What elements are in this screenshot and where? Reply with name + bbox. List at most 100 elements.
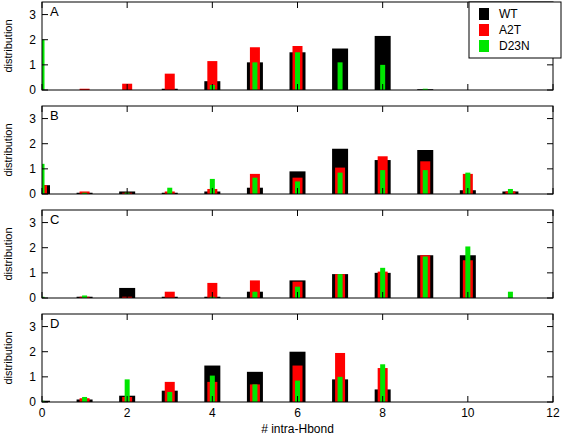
y-tick-label: 3 [29, 112, 36, 126]
x-tick [212, 396, 213, 402]
x-tick [42, 2, 43, 8]
bar [247, 292, 263, 298]
x-tick [553, 314, 554, 320]
x-tick-label: 10 [461, 406, 475, 420]
x-tick [553, 396, 554, 402]
x-tick [297, 210, 298, 216]
bar [42, 298, 47, 299]
x-tick [297, 314, 298, 320]
x-tick-label: 0 [39, 406, 46, 420]
bar [207, 189, 217, 194]
bar [335, 274, 345, 298]
legend-swatch [479, 8, 489, 20]
x-tick [297, 84, 298, 90]
bars [42, 246, 513, 298]
background [0, 0, 565, 438]
x-tick [212, 292, 213, 298]
bar [42, 402, 47, 403]
bar [293, 366, 303, 402]
legend-box [469, 2, 561, 58]
x-tick [297, 106, 298, 112]
bar [122, 84, 132, 90]
bar [42, 90, 47, 91]
y-tick-label: 3 [29, 8, 36, 22]
bar [295, 181, 300, 194]
x-tick [553, 106, 554, 112]
y-tick [42, 64, 48, 65]
bar [338, 274, 343, 298]
x-tick [382, 2, 383, 8]
bar [293, 46, 303, 90]
y-tick [42, 247, 48, 248]
y-tick [42, 168, 48, 169]
y-tick-label: 3 [29, 216, 36, 230]
bar [420, 161, 430, 194]
y-tick [42, 376, 48, 377]
y-tick [547, 272, 553, 273]
bar [420, 255, 430, 298]
bar [290, 280, 306, 298]
x-tick [467, 2, 468, 8]
frame [42, 106, 553, 194]
panel: 0246810120123Ddistribution# intra-Hbond [2, 314, 560, 436]
y-tick-label: 1 [29, 370, 36, 384]
bar [252, 62, 257, 90]
x-tick-label: 4 [209, 406, 216, 420]
y-tick-label: 2 [29, 33, 36, 47]
x-tick [553, 84, 554, 90]
bar [332, 149, 348, 194]
bar [378, 156, 388, 194]
bar [162, 391, 178, 402]
x-tick-label: 2 [124, 406, 131, 420]
y-tick [42, 298, 48, 299]
x-tick-label: 12 [546, 406, 560, 420]
legend-label: A2T [499, 23, 522, 37]
y-tick-label: 0 [29, 83, 36, 97]
y-tick [547, 247, 553, 248]
bar [204, 366, 220, 402]
bar [290, 171, 306, 194]
x-tick [467, 314, 468, 320]
y-tick-label: 1 [29, 266, 36, 280]
x-tick [212, 106, 213, 112]
legend-label: WT [499, 7, 518, 21]
x-tick [42, 188, 43, 194]
x-tick [127, 2, 128, 8]
panel-label: C [50, 212, 59, 227]
bar [295, 52, 300, 90]
frame [42, 210, 553, 298]
bars [42, 352, 391, 402]
bar [417, 150, 433, 194]
y-tick-label: 3 [29, 320, 36, 334]
bar [417, 255, 433, 298]
x-tick [553, 292, 554, 298]
bar [290, 52, 306, 90]
x-tick [127, 292, 128, 298]
bar [165, 74, 175, 90]
x-tick [382, 210, 383, 216]
x-tick [297, 188, 298, 194]
bars [42, 36, 433, 90]
bar [119, 396, 135, 402]
x-tick [127, 84, 128, 90]
bar [167, 188, 172, 194]
x-tick [297, 2, 298, 8]
bar [207, 283, 217, 298]
x-tick [42, 292, 43, 298]
y-tick-label: 1 [29, 58, 36, 72]
x-tick [382, 106, 383, 112]
x-tick [42, 396, 43, 402]
bar [380, 65, 385, 90]
x-tick [127, 396, 128, 402]
bar [465, 246, 470, 298]
bar [165, 382, 175, 402]
bar [250, 384, 260, 402]
bar [210, 179, 215, 194]
bar [295, 287, 300, 298]
bar [247, 372, 263, 402]
panel-label: B [50, 108, 59, 123]
bar [207, 61, 217, 90]
bars [42, 149, 518, 194]
x-tick [467, 210, 468, 216]
bar [335, 353, 345, 402]
